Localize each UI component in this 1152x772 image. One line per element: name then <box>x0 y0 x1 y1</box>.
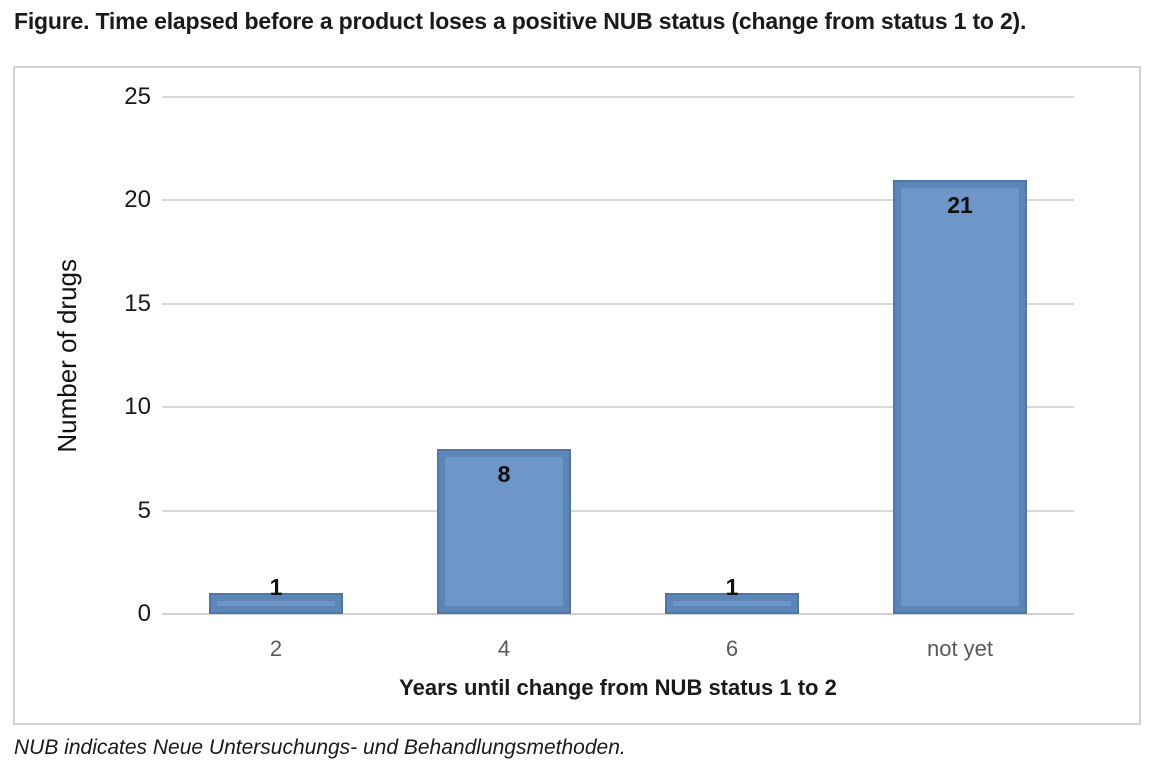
bar-4: 8 <box>437 449 571 614</box>
gridline <box>162 199 1074 202</box>
figure-title: Figure. Time elapsed before a product lo… <box>14 8 1027 34</box>
bar-2: 1 <box>209 574 343 614</box>
y-tick-label: 0 <box>137 600 151 627</box>
y-tick-label: 25 <box>124 83 151 110</box>
figure-footnote: NUB indicates Neue Untersuchungs- und Be… <box>14 736 626 759</box>
y-tick-label: 15 <box>124 289 151 317</box>
bar-value-label: 8 <box>497 461 511 487</box>
bar-value-label: 21 <box>947 192 973 218</box>
x-tick-label-not-yet: not yet <box>926 636 994 661</box>
gridline <box>162 96 1074 98</box>
x-tick-label-2: 2 <box>269 636 283 661</box>
plot-area: 1 8 1 21 <box>162 96 1074 615</box>
chart-frame: Number of drugs 0 5 10 15 20 25 1 8 1 21 2 4 6 not … <box>13 66 1141 725</box>
y-axis-title: Number of drugs <box>51 258 82 453</box>
x-axis-title: Years until change from NUB status 1 to … <box>399 675 837 700</box>
y-tick-label: 10 <box>124 393 151 421</box>
gridline <box>162 509 1074 512</box>
x-axis-baseline <box>162 613 1074 615</box>
x-tick-label-4: 4 <box>497 636 511 661</box>
gridline <box>162 406 1074 409</box>
bar-not-yet: 21 <box>893 180 1027 614</box>
bar-value-label: 1 <box>269 574 283 600</box>
gridline <box>162 302 1074 305</box>
y-tick-label: 5 <box>137 496 151 524</box>
bar-6: 1 <box>665 574 799 614</box>
x-tick-label-6: 6 <box>725 636 739 661</box>
y-axis-title-wrap: Number of drugs <box>45 97 89 614</box>
bar-value-label: 1 <box>725 574 739 600</box>
y-tick-label: 20 <box>124 186 151 214</box>
